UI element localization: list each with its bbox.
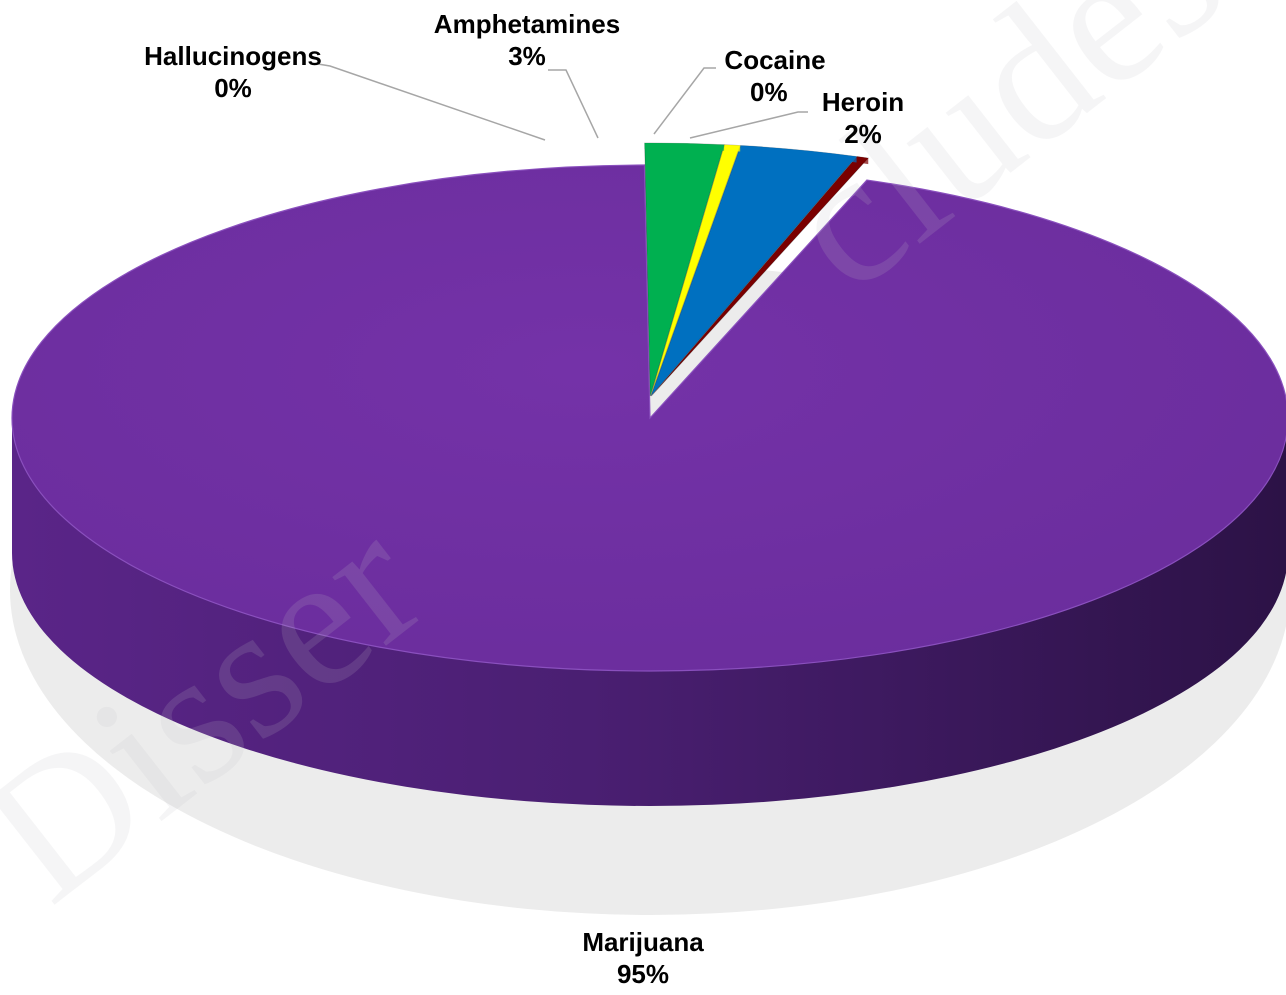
- slice-label-heroin: Heroin: [821, 87, 905, 117]
- side-wall-marijuana: [12, 418, 1286, 806]
- slice-label-amphetamines: Amphetamines: [433, 9, 621, 39]
- leader-line-heroin: [689, 111, 808, 139]
- slice-value-cocaine: 0%: [750, 77, 788, 107]
- slice-edge-cocaine: [724, 144, 741, 152]
- pie-top: [11, 142, 1286, 672]
- pie-side: [12, 418, 1286, 806]
- slice-value-amphetamines: 3%: [508, 41, 546, 71]
- leader-line-cocaine: [653, 67, 716, 135]
- slice-marijuana: [11, 164, 1286, 672]
- slice-label-hallucinogens: Hallucinogens: [144, 41, 322, 71]
- leader-line-hallucinogens: [317, 63, 546, 141]
- slice-value-marijuana: 95%: [616, 959, 670, 989]
- data-label-heroin: Heroin 2%: [808, 86, 918, 150]
- slice-edge-hallucinogens: [856, 156, 869, 165]
- slice-label-marijuana: Marijuana: [582, 927, 704, 957]
- leader-lines: [317, 63, 808, 141]
- data-label-cocaine: Cocaine 0%: [705, 44, 845, 108]
- slice-label-cocaine: Cocaine: [724, 45, 826, 75]
- slice-edge-heroin: [644, 142, 725, 151]
- data-label-hallucinogens: Hallucinogens 0%: [118, 40, 348, 104]
- data-label-marijuana: Marijuana 95%: [528, 926, 758, 990]
- leader-line-amphetamines: [548, 69, 599, 139]
- slice-value-heroin: 2%: [844, 119, 882, 149]
- slice-edge-amphetamines: [740, 145, 857, 163]
- data-label-amphetamines: Amphetamines 3%: [412, 8, 642, 72]
- slice-value-hallucinogens: 0%: [214, 73, 252, 103]
